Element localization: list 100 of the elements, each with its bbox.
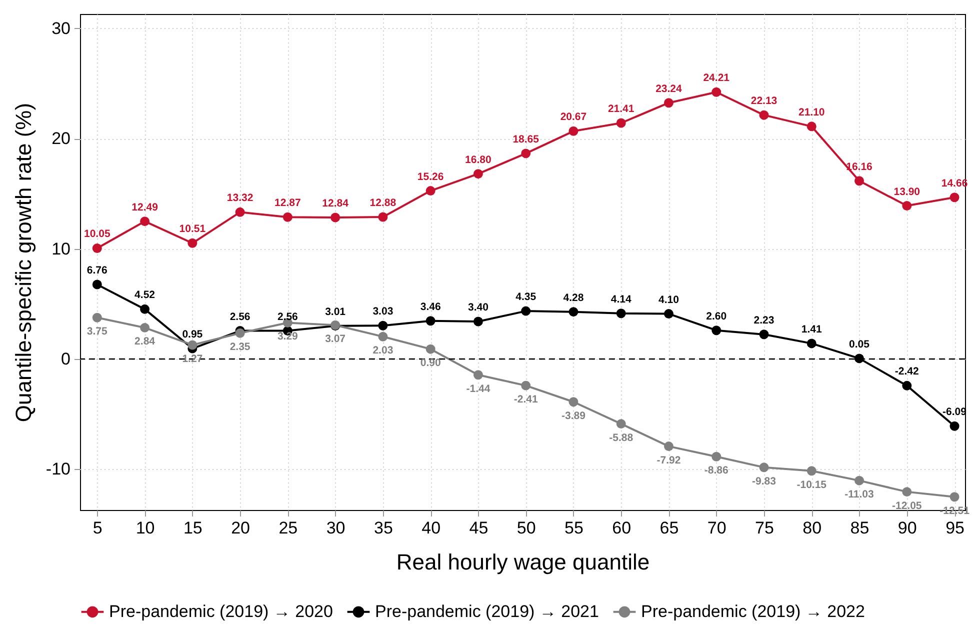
point [712,326,722,336]
x-tick-label: 60 [612,518,632,538]
x-tick-label: 15 [183,518,202,538]
point [92,280,102,290]
data-label: 10.05 [84,228,110,240]
point [282,212,292,222]
data-label: 21.10 [798,106,825,118]
data-label: 3.03 [372,306,394,318]
data-label: 3.07 [325,333,346,346]
data-label: 23.24 [656,82,682,95]
data-label: 24.21 [703,72,730,84]
x-tick-label: 90 [898,518,917,538]
point [473,370,483,380]
point [806,122,816,132]
y-tick-label: 20 [52,129,70,148]
data-label: 10.51 [179,223,206,236]
x-tick-label: 20 [231,518,250,538]
point [950,492,960,502]
point [568,126,578,136]
data-label: 4.14 [610,293,632,306]
data-label: 18.65 [512,133,540,146]
point [92,243,102,253]
point [902,201,912,211]
data-label: 15.26 [417,170,444,183]
data-label: 2.56 [230,310,250,323]
legend-label: Pre-pandemic (2019) → 2021 [375,602,599,621]
point [950,192,960,202]
data-label: -5.88 [609,432,634,444]
data-label: 2.84 [134,336,156,348]
point [759,462,769,472]
x-tick-label: 85 [850,518,870,538]
point [473,316,483,326]
point [378,320,388,330]
data-label: 12.87 [274,197,301,210]
data-label: 2.60 [706,310,727,322]
x-tick-label: 45 [469,518,488,538]
point [854,354,864,364]
point [902,487,912,497]
point [950,421,960,431]
x-tick-label: 40 [422,518,441,538]
point [378,212,388,222]
x-axis-title: Real hourly wage quantile [396,550,650,574]
point [616,118,626,128]
x-tick-label: 55 [564,518,584,538]
data-label: 3.29 [277,330,298,343]
point [806,338,816,348]
data-label: 12.84 [322,197,349,210]
data-label: 2.23 [754,314,774,326]
data-label: 4.35 [516,291,536,304]
point [235,207,245,217]
point [902,380,912,390]
point [473,169,483,179]
x-tick-label: 35 [374,518,393,538]
y-tick-label: 10 [52,239,70,258]
point [854,176,864,186]
data-label: 3.01 [325,306,346,318]
point [759,110,769,120]
legend-label: Pre-pandemic (2019) → 2020 [109,602,333,621]
x-tick-label: 80 [802,518,822,538]
point [854,476,864,486]
data-label: 6.76 [86,264,108,276]
data-label: -2.41 [514,394,538,406]
data-label: 0.05 [849,338,870,350]
data-label: -10.15 [796,478,827,491]
data-label: 21.41 [608,103,634,116]
data-label: 4.52 [134,289,156,302]
point [616,308,626,318]
point [140,304,150,314]
data-label: 12.88 [370,197,396,210]
data-label: 12.49 [132,201,158,214]
data-label: -2.42 [894,366,920,378]
x-tick-label: 95 [946,518,964,538]
data-label: 0.95 [182,328,203,341]
point [92,312,102,322]
data-label: 4.10 [658,294,680,306]
point [568,397,578,407]
point [188,340,198,350]
point [140,216,150,226]
point [712,452,722,462]
point [664,98,674,108]
point [426,344,436,354]
y-tick-label: -10 [46,460,70,479]
point [759,330,769,340]
point [568,307,578,317]
data-label: 1.41 [801,323,822,336]
legend-label: Pre-pandemic (2019) → 2022 [641,602,865,621]
point [426,316,436,326]
x-tick-label: 10 [136,518,155,538]
y-tick-label: 30 [52,18,70,38]
data-label: 3.75 [86,326,108,338]
data-label: -1.44 [466,382,490,395]
point [188,238,198,248]
data-label: 4.28 [563,292,584,304]
point [378,332,388,342]
point [330,212,340,222]
data-label: 0.90 [420,357,441,370]
x-tick-label: 30 [326,518,346,538]
data-label: 2.03 [372,344,394,357]
point [521,306,531,316]
point [712,87,722,97]
